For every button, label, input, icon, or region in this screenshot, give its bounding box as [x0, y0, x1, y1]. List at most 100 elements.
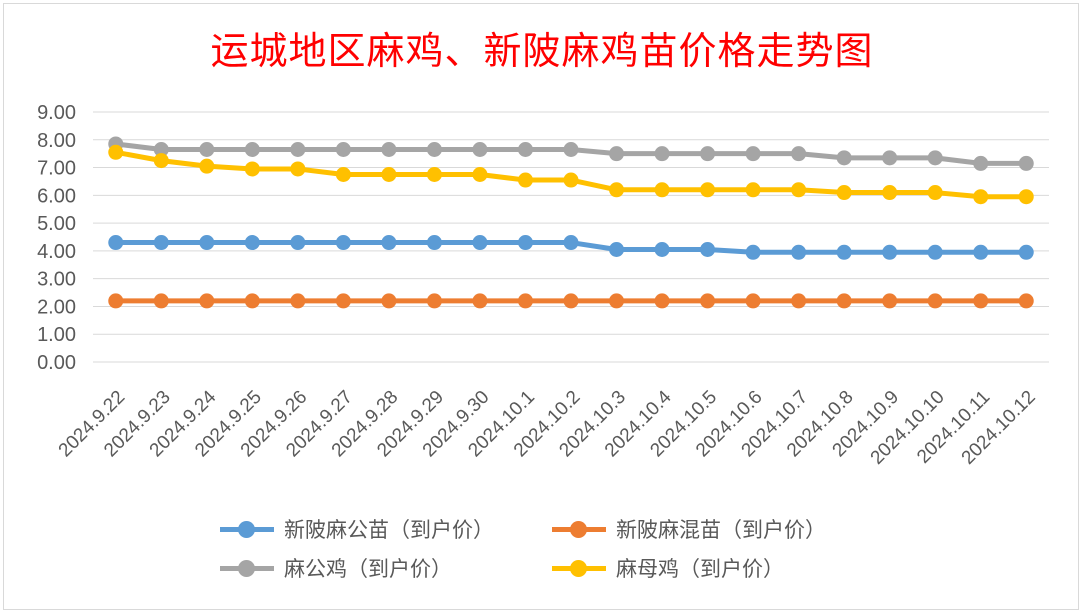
data-point	[290, 293, 306, 309]
y-tick-label: 6.00	[37, 185, 76, 207]
data-point	[745, 146, 761, 162]
data-point	[882, 293, 898, 309]
legend-swatch-series-3	[218, 553, 276, 583]
data-point	[700, 293, 716, 309]
data-point	[426, 235, 442, 251]
data-point	[335, 167, 351, 182]
data-point	[927, 293, 943, 309]
data-point	[563, 235, 579, 251]
data-point	[745, 293, 761, 309]
data-point	[927, 150, 943, 166]
legend-label-series-4: 麻母鸡（到户价）	[616, 557, 784, 581]
data-point	[1018, 293, 1034, 309]
data-point	[791, 182, 807, 198]
data-point	[244, 161, 260, 177]
data-point	[472, 167, 488, 182]
data-point	[290, 161, 306, 177]
series-1	[108, 235, 1034, 260]
data-point	[654, 182, 670, 198]
data-point	[153, 153, 169, 169]
data-point	[426, 293, 442, 309]
data-point	[290, 142, 306, 157]
series-4	[108, 144, 1034, 205]
y-tick-label: 0.00	[37, 352, 76, 374]
y-tick-label: 4.00	[37, 241, 76, 263]
data-point	[609, 242, 625, 257]
data-point	[335, 293, 351, 309]
data-point	[1018, 189, 1034, 205]
legend-item-series-3: 麻公鸡（到户价）	[218, 553, 452, 583]
legend-label-series-3: 麻公鸡（到户价）	[284, 557, 452, 581]
data-point	[381, 142, 397, 157]
legend-swatch-series-2	[550, 514, 608, 544]
data-point	[882, 244, 898, 260]
data-point	[654, 146, 670, 162]
data-point	[745, 182, 761, 198]
data-point	[1018, 244, 1034, 260]
data-point	[199, 293, 215, 309]
data-point	[563, 293, 579, 309]
data-point	[108, 144, 124, 160]
data-point	[244, 142, 260, 157]
data-point	[153, 293, 169, 309]
data-point	[654, 293, 670, 309]
y-tick-label: 9.00	[37, 102, 76, 124]
data-point	[244, 293, 260, 309]
data-point	[244, 235, 260, 251]
data-point	[563, 142, 579, 157]
data-point	[381, 293, 397, 309]
data-point	[973, 293, 989, 309]
data-point	[108, 235, 124, 251]
y-tick-label: 7.00	[37, 158, 76, 180]
legend-swatch-series-1	[218, 514, 276, 544]
data-point	[153, 142, 169, 157]
data-point	[609, 293, 625, 309]
legend-swatch-series-4	[550, 553, 608, 583]
data-point	[1018, 155, 1034, 171]
data-point	[335, 235, 351, 251]
data-point	[791, 146, 807, 162]
data-point	[426, 142, 442, 157]
data-point	[836, 244, 852, 260]
data-point	[381, 167, 397, 182]
y-tick-label: 1.00	[37, 324, 76, 346]
legend-label-series-2: 新陂麻混苗（到户价）	[616, 518, 826, 542]
legend-item-series-2: 新陂麻混苗（到户价）	[550, 514, 826, 544]
data-point	[153, 235, 169, 251]
data-point	[517, 235, 533, 251]
data-point	[836, 185, 852, 201]
data-point	[927, 244, 943, 260]
data-point	[927, 185, 943, 201]
series-3	[108, 136, 1034, 171]
legend-item-series-1: 新陂麻公苗（到户价）	[218, 514, 494, 544]
data-point	[609, 146, 625, 162]
data-point	[700, 242, 716, 257]
data-point	[609, 182, 625, 198]
data-point	[335, 142, 351, 157]
legend-label-series-1: 新陂麻公苗（到户价）	[284, 518, 494, 542]
y-tick-label: 2.00	[37, 296, 76, 318]
data-point	[517, 172, 533, 188]
y-tick-label: 3.00	[37, 269, 76, 291]
data-point	[745, 244, 761, 260]
data-point	[381, 235, 397, 251]
data-point	[426, 167, 442, 182]
data-point	[290, 235, 306, 251]
data-point	[108, 293, 124, 309]
data-point	[199, 158, 215, 174]
data-point	[836, 293, 852, 309]
y-axis-ticks: 0.00 1.00 2.00 3.00 4.00 5.00 6.00 7.00 8.00 9.00	[37, 102, 76, 374]
data-point	[700, 182, 716, 198]
series-2	[108, 293, 1034, 309]
data-point	[472, 142, 488, 157]
data-point	[973, 189, 989, 205]
data-point	[700, 146, 716, 162]
data-point	[472, 293, 488, 309]
data-point	[199, 142, 215, 157]
data-point	[517, 293, 533, 309]
data-point	[563, 172, 579, 188]
y-tick-label: 8.00	[37, 130, 76, 152]
data-point	[973, 244, 989, 260]
series-layer	[108, 136, 1034, 309]
